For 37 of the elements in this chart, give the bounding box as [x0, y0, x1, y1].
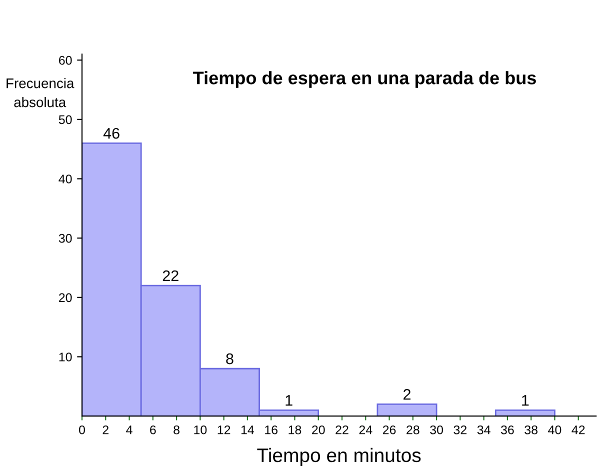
x-tick-label: 38	[524, 425, 538, 434]
x-tick-label: 40	[548, 425, 562, 434]
y-tick-label: 10	[59, 352, 72, 362]
x-tick-label: 32	[454, 425, 467, 434]
x-tick-label: 18	[288, 425, 302, 434]
x-tick-label: 14	[241, 426, 254, 434]
data-label: 8	[226, 353, 234, 364]
x-tick-label: 2	[102, 425, 108, 434]
x-axis-title: Tiempo en minutos	[257, 448, 421, 466]
x-tick-label: 6	[150, 425, 156, 434]
x-tick-label: 20	[312, 425, 325, 434]
x-tick-label: 22	[336, 425, 348, 434]
x-tick-label: 28	[406, 425, 420, 434]
x-tick-label: 34	[477, 425, 490, 434]
data-label: 22	[162, 270, 178, 282]
x-tick-label: 26	[382, 425, 396, 434]
x-tick-label: 24	[359, 425, 372, 434]
y-tick-label: 30	[58, 234, 72, 243]
y-tick-label: 50	[58, 115, 72, 124]
x-tick-label: 10	[194, 425, 207, 434]
y-tick-label: 40	[58, 174, 72, 184]
text: Tiempo de espera en una parada de bus	[193, 71, 536, 88]
data-label: 2	[404, 389, 410, 400]
data-label: 1	[286, 395, 292, 406]
y-tick-label: 60	[59, 56, 72, 65]
data-label: 46	[103, 128, 120, 139]
x-tick-label: 4	[126, 426, 132, 434]
x-tick-label: 36	[500, 425, 514, 434]
y-axis-title: Frecuencia absoluta	[6, 78, 74, 108]
x-tick-label: 42	[572, 425, 585, 434]
x-tick-label: 16	[265, 425, 278, 434]
x-tick-label: 8	[174, 425, 180, 434]
x-tick-label: 30	[430, 425, 444, 434]
x-tick-label: 12	[218, 425, 230, 434]
data-label: 1	[522, 395, 529, 406]
x-tick-label: 0	[79, 425, 85, 434]
y-tick-label: 20	[59, 293, 72, 302]
